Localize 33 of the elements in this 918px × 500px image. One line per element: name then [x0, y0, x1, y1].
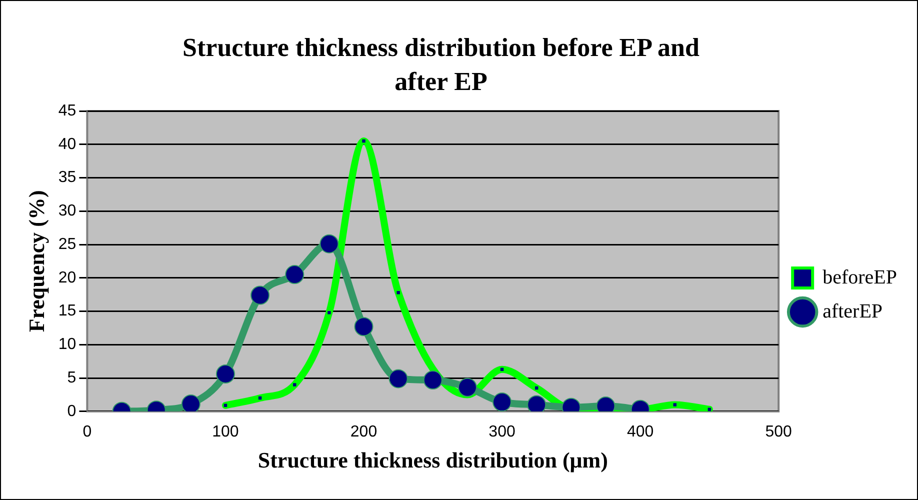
y-tick-label: 45: [58, 102, 76, 120]
chart-title: Structure thickness distribution before EP and after EP: [182, 32, 700, 98]
x-tick-label: 400: [626, 423, 654, 440]
point: [250, 286, 270, 305]
x-tick-label: 0: [82, 423, 92, 440]
y-tick-label: 0: [67, 402, 76, 420]
y-tick-label: 25: [58, 236, 76, 253]
y-axis-title: Frequency (%): [24, 190, 49, 332]
point: [388, 369, 408, 388]
point: [354, 317, 374, 336]
legend-label: afterEP: [822, 300, 883, 322]
legend-label: beforeEP: [822, 266, 898, 288]
point: [423, 370, 442, 390]
y-tick-label: 5: [67, 369, 76, 386]
point: [181, 394, 200, 412]
x-tick-label: 500: [765, 423, 792, 440]
y-tick-label: 10: [58, 336, 76, 354]
point: [320, 234, 339, 254]
point: [285, 265, 304, 284]
x-axis-title: Structure thickness distribution (μm): [258, 447, 608, 472]
y-tick-label: 20: [58, 269, 76, 286]
x-tick-label: 200: [350, 423, 378, 440]
y-tick-label: 35: [58, 169, 76, 186]
point: [534, 385, 540, 391]
point: [216, 364, 235, 384]
y-tick-label: 15: [58, 302, 76, 320]
point: [292, 382, 298, 388]
x-tick-label: 300: [488, 423, 516, 440]
y-tick-label: 30: [58, 202, 76, 220]
point: [492, 392, 512, 412]
y-tick-label: 40: [58, 136, 76, 153]
x-tick-label: 100: [212, 423, 239, 440]
point: [458, 378, 477, 397]
